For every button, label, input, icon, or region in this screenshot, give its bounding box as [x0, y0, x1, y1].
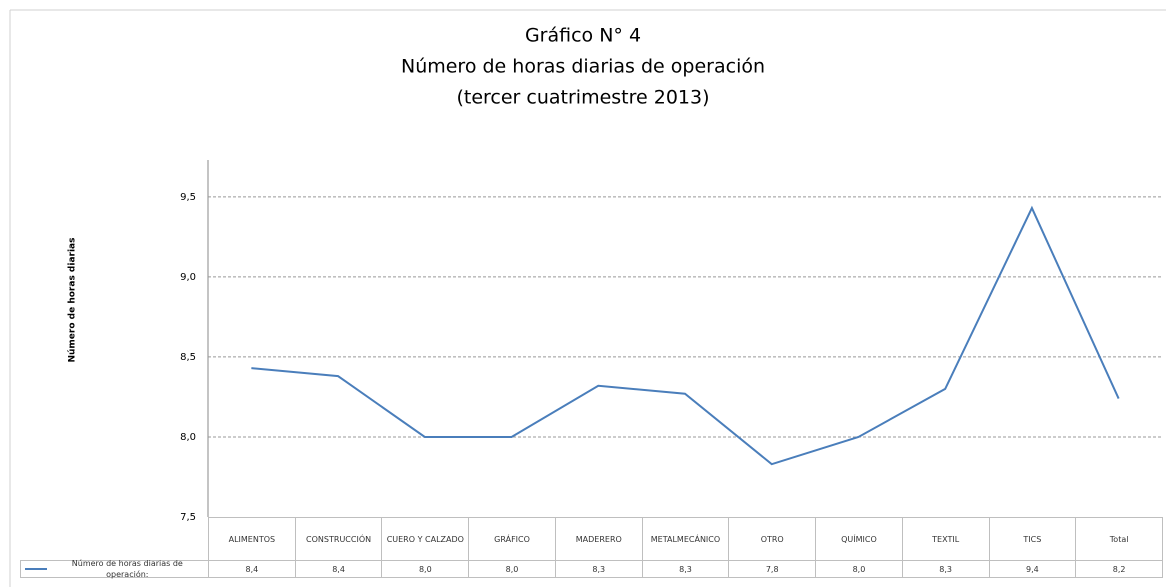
value-cell: 9,4: [988, 560, 1077, 578]
value-cell: 7,8: [728, 560, 817, 578]
category-cell: TICS: [988, 517, 1077, 561]
value-cell: 8,0: [381, 560, 470, 578]
category-cell: QUÍMICO: [815, 517, 903, 561]
value-cell: 8,3: [554, 560, 643, 578]
y-tick-label: 7,5: [180, 512, 196, 523]
y-tick-label: 8,0: [180, 432, 196, 443]
value-cell: 8,4: [208, 560, 296, 578]
legend-label: Número de horas diarias de operación:: [71, 559, 183, 579]
category-cell: TEXTIL: [901, 517, 990, 561]
chart-title: Gráfico N° 4: [525, 25, 641, 47]
value-cell: 8,2: [1075, 560, 1163, 578]
data-line: [251, 205, 1120, 466]
value-cell: 8,4: [294, 560, 383, 578]
value-cell: 8,0: [815, 560, 903, 578]
legend-cell: Número de horas diarias de operación:: [20, 559, 209, 579]
category-cell: CONSTRUCCIÓN: [294, 517, 383, 561]
y-tick-label: 8,5: [180, 352, 196, 363]
y-axis-label: Número de horas diarias: [68, 237, 78, 362]
category-cell: CUERO Y CALZADO: [381, 517, 470, 561]
category-cell: MADERERO: [554, 517, 643, 561]
legend-swatch: [25, 568, 47, 570]
category-cell: GRÁFICO: [468, 517, 556, 561]
chart-subtitle: Número de horas diarias de operación: [401, 56, 765, 78]
y-tick-label: 9,0: [180, 272, 196, 283]
y-tick-label: 9,5: [180, 192, 196, 203]
value-cell: 8,3: [641, 560, 730, 578]
category-cell: Total: [1075, 517, 1163, 561]
value-cell: 8,0: [468, 560, 556, 578]
category-cell: ALIMENTOS: [208, 517, 296, 561]
chart-subtitle: (tercer cuatrimestre 2013): [456, 87, 709, 109]
category-cell: OTRO: [728, 517, 817, 561]
value-cell: 8,3: [901, 560, 990, 578]
category-cell: METALMECÁNICO: [641, 517, 730, 561]
